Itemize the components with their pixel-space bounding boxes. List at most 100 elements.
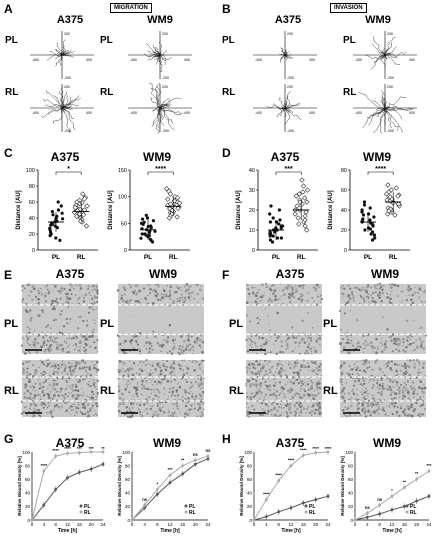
cell [52,384,55,387]
cell [44,379,48,382]
cell-track [284,52,287,55]
cell [84,337,88,341]
cell [390,397,394,401]
invasion-box: INVASION [330,3,367,13]
cell [160,350,162,353]
cell [348,375,351,379]
cell [402,349,405,352]
data-point [206,457,210,461]
cell [40,386,43,389]
cell [300,365,303,368]
cell [250,340,253,343]
cell [164,400,168,404]
cell [79,290,81,292]
cell [95,284,98,288]
legend-label: PL [309,504,315,510]
x-tick-label: 4 [366,522,369,527]
cell [86,319,89,322]
cell [93,399,96,402]
cell [391,412,394,416]
cell [268,384,271,387]
cell [37,376,39,378]
cell [403,382,406,384]
cell [122,342,124,344]
cell [31,377,34,379]
cell [390,360,394,363]
cell [245,314,249,317]
cell [25,303,28,305]
cell [297,371,299,373]
cell [57,363,60,367]
cell [57,367,60,370]
cell [396,284,400,288]
data-point [388,187,395,193]
cell [412,294,414,297]
cell [407,407,411,411]
cell [63,377,65,379]
cell [173,378,176,381]
cell [262,399,265,402]
cell [164,304,166,306]
cell [274,394,276,396]
cell [56,344,58,346]
cell [395,337,398,340]
cell-track [284,107,286,109]
cell [357,402,361,405]
cell-track [283,54,286,56]
cell [182,349,185,353]
cell [388,404,391,407]
cell [280,367,283,370]
track-tick-label: -200 [387,76,394,80]
cell [29,396,31,398]
cell [130,414,134,418]
data-point [269,232,273,236]
cell [161,345,164,348]
cell [300,300,302,303]
cell [261,391,263,394]
cell [25,310,29,313]
cell [342,397,345,400]
cell [169,372,171,375]
cell [48,384,52,387]
cell [255,380,258,382]
track-tick-label: 400 [309,111,315,115]
x-tick-label: 20 [313,522,319,527]
cell [396,384,398,387]
cell [351,376,354,379]
cell [191,345,195,349]
cell [165,366,168,369]
cell [251,343,253,345]
cell [260,391,263,394]
cell [83,349,86,353]
cell [265,384,269,388]
cell [371,368,374,371]
cell [28,407,32,410]
data-point [385,182,391,188]
cell [187,412,190,415]
cell-track [280,54,286,63]
cell [152,378,154,380]
cell [184,296,187,299]
cell [313,390,315,392]
cell [423,402,425,404]
cell [26,339,29,342]
cell [245,366,249,370]
cell [352,350,355,352]
cell [388,405,391,407]
cell [168,324,172,327]
cell [357,374,360,377]
cell [91,288,94,291]
cell-track [371,43,386,56]
cell [316,337,320,340]
cell [40,398,42,400]
cell [87,404,89,407]
cell [190,348,192,350]
cell [141,298,143,301]
cell [404,413,407,416]
x-tick-label: 12 [389,522,395,527]
cell-track [61,54,67,56]
cell [364,371,367,374]
cell [273,407,276,410]
cell [374,287,377,290]
cell [267,409,270,411]
